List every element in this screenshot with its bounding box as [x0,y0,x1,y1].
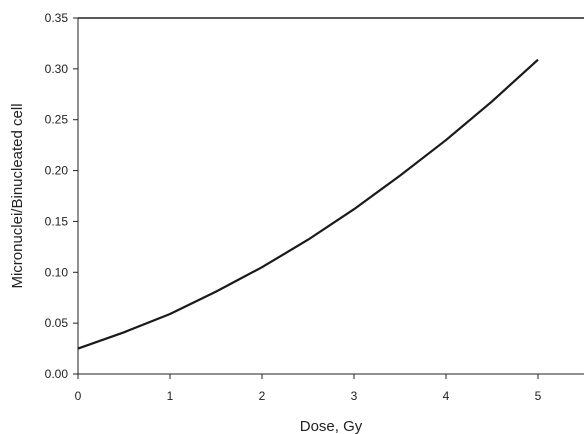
axes [77,17,584,375]
ticks: 0.00 0.05 0.10 0.15 0.20 0.25 0.30 0.35 0 1 2 3 4 5 [45,11,542,403]
y-tick-label: 0.20 [45,164,69,178]
y-tick-label: 0.15 [45,214,69,228]
plot-area [77,58,539,350]
y-tick-label: 0.30 [45,62,69,76]
x-axis-title: Dose, Gy [300,418,363,434]
y-tick-label: 0.10 [45,265,69,279]
x-tick-label: 3 [351,389,358,403]
x-tick-label: 4 [443,389,450,403]
y-tick-label: 0.25 [45,113,69,127]
y-tick-label: 0.35 [45,11,69,25]
x-tick-label: 0 [75,389,82,403]
x-tick-label: 1 [167,389,174,403]
y-tick-label: 0.05 [45,316,69,330]
x-tick-label: 5 [535,389,542,403]
y-axis-title: Micronuclei/Binucleated cell [9,103,26,288]
y-tick-label: 0.00 [45,367,69,381]
x-tick-label: 2 [259,389,266,403]
series-line [77,58,539,350]
